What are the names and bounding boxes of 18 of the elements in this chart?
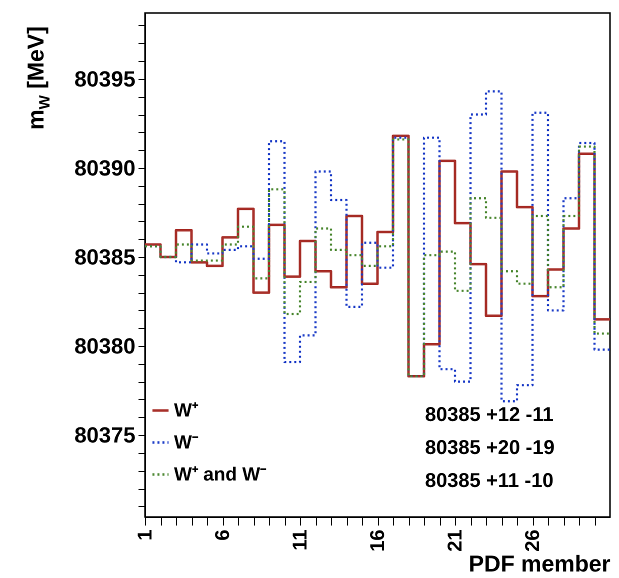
x-tick-label: 11: [290, 530, 312, 551]
y-tick-label: 80395: [74, 66, 136, 92]
x-tick-label: 6: [212, 530, 234, 541]
annotation: 80385 +20 -19: [425, 437, 555, 459]
x-tick-label: 16: [367, 530, 389, 552]
x-tick-label: 26: [522, 530, 544, 552]
x-tick-label: 1: [134, 530, 156, 541]
annotation: 80385 +12 -11: [425, 404, 554, 426]
legend-label: W⁺ and W⁻: [174, 464, 268, 486]
x-axis-title: PDF member: [468, 550, 611, 577]
y-tick-label: 80380: [74, 334, 136, 359]
legend-label: W⁻: [174, 432, 199, 454]
y-tick-label: 80385: [74, 244, 136, 270]
legend-label: W⁺: [174, 400, 199, 422]
annotation: 80385 +11 -10: [425, 470, 554, 492]
x-tick-label: 21: [444, 530, 466, 552]
y-tick-label: 80375: [74, 422, 136, 448]
y-tick-label: 80390: [74, 155, 136, 180]
